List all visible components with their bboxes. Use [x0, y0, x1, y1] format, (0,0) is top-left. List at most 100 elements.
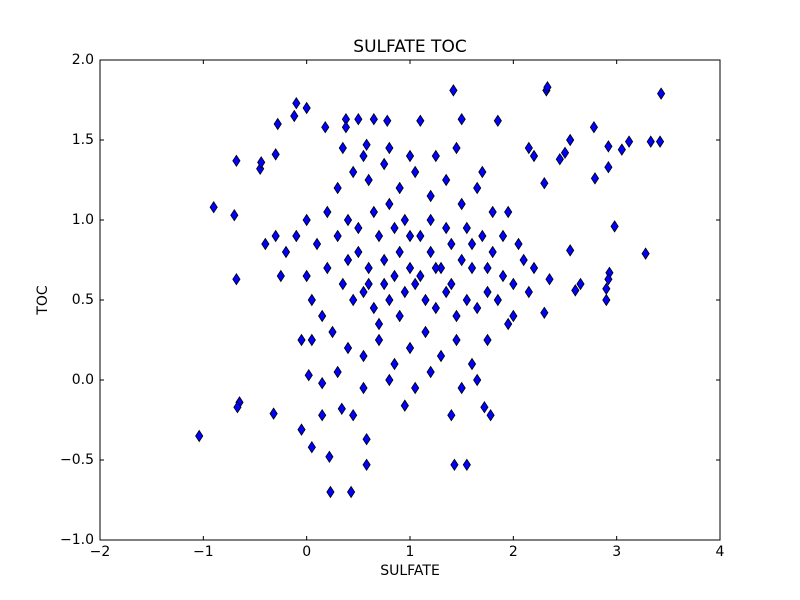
- x-tick-label: 1: [406, 544, 415, 560]
- point: [385, 293, 394, 307]
- point: [442, 221, 451, 235]
- point: [395, 181, 404, 195]
- point: [395, 245, 404, 259]
- point: [641, 247, 650, 260]
- point: [405, 261, 415, 275]
- point: [364, 277, 373, 291]
- point: [374, 317, 384, 331]
- point: [457, 253, 466, 267]
- point: [323, 261, 332, 275]
- y-tick-label: 0.5: [72, 292, 94, 308]
- point: [504, 205, 513, 219]
- point: [411, 165, 420, 179]
- point: [514, 237, 523, 251]
- x-tick-label: −1: [193, 544, 214, 560]
- point: [566, 244, 575, 257]
- point: [488, 245, 497, 259]
- point: [318, 408, 327, 422]
- x-tick-label: −2: [90, 544, 111, 560]
- point: [462, 221, 471, 235]
- point: [380, 157, 389, 171]
- point: [269, 407, 278, 420]
- point: [467, 357, 477, 371]
- point: [302, 269, 311, 283]
- point: [343, 253, 353, 267]
- point: [411, 381, 420, 395]
- point: [333, 229, 342, 243]
- point: [524, 285, 533, 299]
- point: [281, 245, 291, 259]
- x-tick-label: 3: [612, 544, 621, 560]
- point: [328, 325, 337, 339]
- y-tick-label: 0.0: [72, 372, 94, 388]
- point: [509, 309, 518, 323]
- point: [333, 365, 342, 379]
- point: [230, 208, 239, 222]
- point: [369, 205, 378, 219]
- point: [473, 181, 482, 195]
- point: [610, 220, 619, 233]
- point: [604, 140, 613, 153]
- point: [452, 141, 461, 155]
- point: [450, 458, 459, 472]
- point: [543, 80, 552, 94]
- point: [524, 141, 533, 155]
- point: [483, 261, 492, 275]
- point: [385, 197, 394, 211]
- chart-title: SULFATE TOC: [353, 37, 466, 57]
- point: [436, 349, 446, 363]
- point: [383, 114, 392, 128]
- point: [354, 112, 363, 126]
- point: [486, 408, 495, 422]
- point: [405, 229, 415, 243]
- point: [560, 146, 570, 160]
- point: [338, 277, 347, 291]
- point: [473, 373, 482, 387]
- point: [416, 269, 425, 283]
- point: [571, 284, 580, 297]
- point: [232, 272, 241, 286]
- point: [478, 165, 487, 179]
- y-tick-label: 2.0: [72, 52, 94, 68]
- point: [395, 309, 404, 323]
- point: [540, 176, 549, 190]
- point: [362, 432, 371, 446]
- point: [602, 293, 611, 307]
- point: [195, 429, 204, 443]
- point: [380, 253, 389, 267]
- point: [338, 141, 347, 155]
- point: [604, 272, 613, 286]
- point: [462, 293, 471, 307]
- point: [390, 357, 399, 371]
- point: [390, 221, 399, 235]
- point: [540, 306, 549, 320]
- point: [318, 309, 327, 323]
- point: [655, 135, 665, 148]
- point: [545, 272, 554, 286]
- point: [426, 189, 435, 203]
- point: [493, 114, 502, 128]
- point: [364, 261, 373, 275]
- point: [326, 485, 335, 499]
- point: [617, 143, 626, 156]
- point: [604, 160, 613, 174]
- point: [374, 229, 384, 243]
- point: [473, 301, 482, 315]
- point: [431, 301, 440, 315]
- point: [478, 229, 487, 243]
- point: [292, 229, 301, 243]
- point: [380, 277, 389, 291]
- point: [457, 112, 466, 126]
- point: [426, 365, 435, 379]
- point: [333, 181, 342, 195]
- point: [307, 293, 316, 307]
- point: [257, 156, 266, 169]
- point: [411, 277, 420, 291]
- point: [529, 149, 539, 163]
- point: [369, 112, 378, 126]
- point: [421, 293, 430, 307]
- point: [657, 87, 666, 100]
- point: [498, 269, 508, 283]
- point: [343, 341, 353, 355]
